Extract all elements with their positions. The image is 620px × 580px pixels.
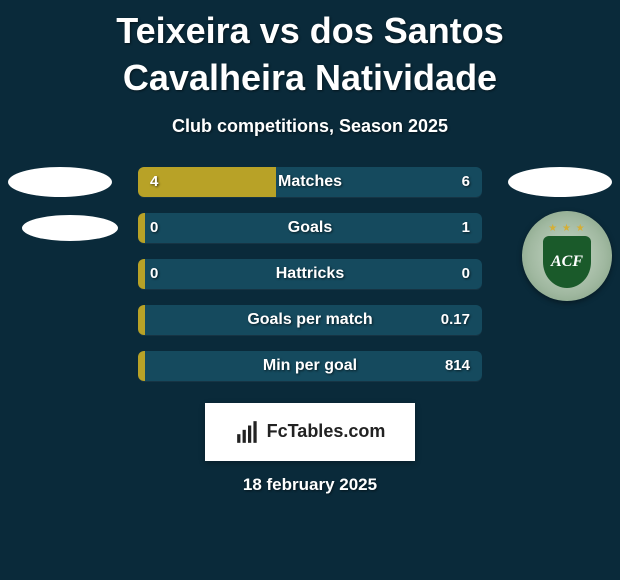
stat-bar-right	[145, 259, 482, 289]
stat-row: Goals per match0.17	[138, 305, 482, 335]
stat-row: Goals01	[138, 213, 482, 243]
stat-row: Matches46	[138, 167, 482, 197]
badge-shield-icon: ACF	[543, 236, 591, 288]
stat-value-right: 1	[450, 213, 482, 243]
stat-value-left: 4	[138, 167, 170, 197]
club-badge: ★ ★ ★ ACF	[522, 211, 612, 301]
stat-value-left	[138, 351, 162, 381]
footer-logo: FcTables.com	[205, 403, 415, 461]
stat-bar-right	[145, 351, 482, 381]
player-left-photo-1	[8, 167, 112, 197]
stat-value-right: 0.17	[429, 305, 482, 335]
footer-logo-text: FcTables.com	[267, 421, 386, 442]
stats-area: ★ ★ ★ ACF Matches46Goals01Hattricks00Goa…	[0, 167, 620, 381]
stat-value-right: 6	[450, 167, 482, 197]
stat-bar-right	[145, 213, 482, 243]
stat-value-left: 0	[138, 213, 170, 243]
stat-value-left	[138, 305, 162, 335]
player-right-photo	[508, 167, 612, 197]
stats-bars: Matches46Goals01Hattricks00Goals per mat…	[138, 167, 482, 381]
stat-value-left: 0	[138, 259, 170, 289]
stat-value-right: 0	[450, 259, 482, 289]
page-subtitle: Club competitions, Season 2025	[0, 116, 620, 137]
page-title: Teixeira vs dos Santos Cavalheira Nativi…	[0, 0, 620, 102]
player-left-photo-2	[22, 215, 118, 241]
stat-row: Hattricks00	[138, 259, 482, 289]
stat-row: Min per goal814	[138, 351, 482, 381]
footer-date: 18 february 2025	[0, 475, 620, 495]
badge-stars-icon: ★ ★ ★	[548, 223, 585, 234]
stat-value-right: 814	[433, 351, 482, 381]
bar-chart-icon	[235, 419, 261, 445]
